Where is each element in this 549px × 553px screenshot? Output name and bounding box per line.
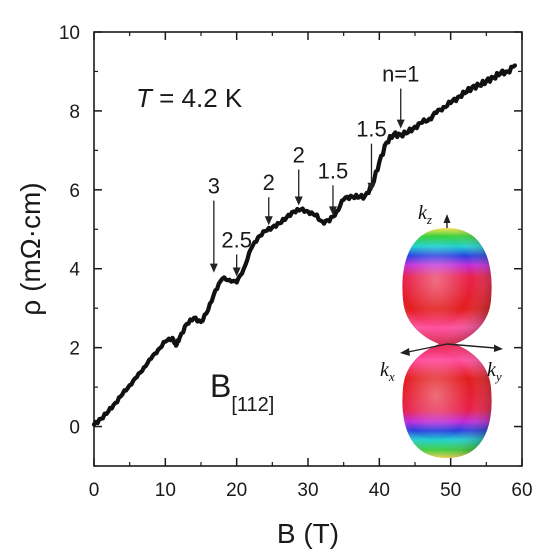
annotation-label: 2 xyxy=(263,170,275,195)
x-axis-title: B (T) xyxy=(277,518,339,549)
kx-axis xyxy=(407,343,448,353)
x-tick-label: 0 xyxy=(89,480,100,501)
y-tick-label: 4 xyxy=(69,260,80,281)
y-tick-label: 8 xyxy=(69,102,80,123)
x-tick-label: 50 xyxy=(440,480,461,501)
x-tick-label: 10 xyxy=(155,480,176,501)
annotation-label: 3 xyxy=(208,174,220,199)
field-subscript: [112] xyxy=(231,394,274,416)
annotation-arrowhead xyxy=(232,267,241,277)
x-tick-label: 30 xyxy=(297,480,318,501)
oscillation-annotation: 2 xyxy=(293,143,305,206)
temperature-label: T = 4.2 K xyxy=(136,83,243,113)
axis-ticks xyxy=(93,31,523,467)
ky-arrowhead xyxy=(494,344,503,352)
oscillation-annotation: 2.5 xyxy=(221,228,252,277)
annotation-arrowhead xyxy=(328,206,337,216)
annotation-label: 2 xyxy=(293,143,305,168)
oscillation-annotation: n=1 xyxy=(382,62,419,129)
annotation-arrowhead xyxy=(209,263,218,273)
fermi-lobe-lower-shade xyxy=(402,344,492,458)
annotation-label: 1.5 xyxy=(318,158,349,183)
temperature-value: = 4.2 K xyxy=(152,83,243,113)
kx-label: kx xyxy=(380,359,395,384)
y-tick-label: 6 xyxy=(69,181,80,202)
x-tick-label: 40 xyxy=(369,480,390,501)
fermi-surface-inset: kz kx ky xyxy=(380,202,503,458)
x-tick-label: 20 xyxy=(226,480,247,501)
annotation-arrowhead xyxy=(264,216,273,226)
x-tick-label: 60 xyxy=(511,480,532,501)
annotations: 3 2.5 22 1.5 1.5 n=1 xyxy=(208,62,419,277)
annotation-label: 1.5 xyxy=(356,117,387,142)
tick-labels: 0 10 20 30 40 50 60 0 2 4 6 8 10 xyxy=(59,23,533,501)
annotation-label: n=1 xyxy=(382,62,419,87)
annotation-label: 2.5 xyxy=(221,228,252,253)
field-direction-label: B[112] xyxy=(210,368,274,416)
temperature-symbol: T xyxy=(136,83,154,113)
kz-arrowhead xyxy=(443,214,451,223)
annotation-arrowhead xyxy=(294,196,303,206)
kz-label: kz xyxy=(418,202,432,227)
oscillation-annotation: 2 xyxy=(263,170,275,226)
oscillation-annotation: 1.5 xyxy=(318,158,349,216)
field-symbol: B xyxy=(210,368,231,404)
kx-arrowhead xyxy=(400,348,410,356)
oscillation-annotation: 1.5 xyxy=(356,117,387,192)
annotation-arrowhead xyxy=(396,119,405,129)
y-tick-label: 0 xyxy=(69,418,80,439)
y-tick-label: 10 xyxy=(59,23,80,44)
ky-label: ky xyxy=(487,359,502,384)
fermi-lobe-upper-shade xyxy=(402,228,492,344)
ky-axis xyxy=(446,343,496,349)
oscillation-annotation: 3 xyxy=(208,174,220,273)
y-axis-title: ρ (mΩ·cm) xyxy=(15,182,46,315)
series-line xyxy=(91,63,517,427)
y-tick-label: 2 xyxy=(69,339,80,360)
annotation-arrowhead xyxy=(367,182,376,192)
